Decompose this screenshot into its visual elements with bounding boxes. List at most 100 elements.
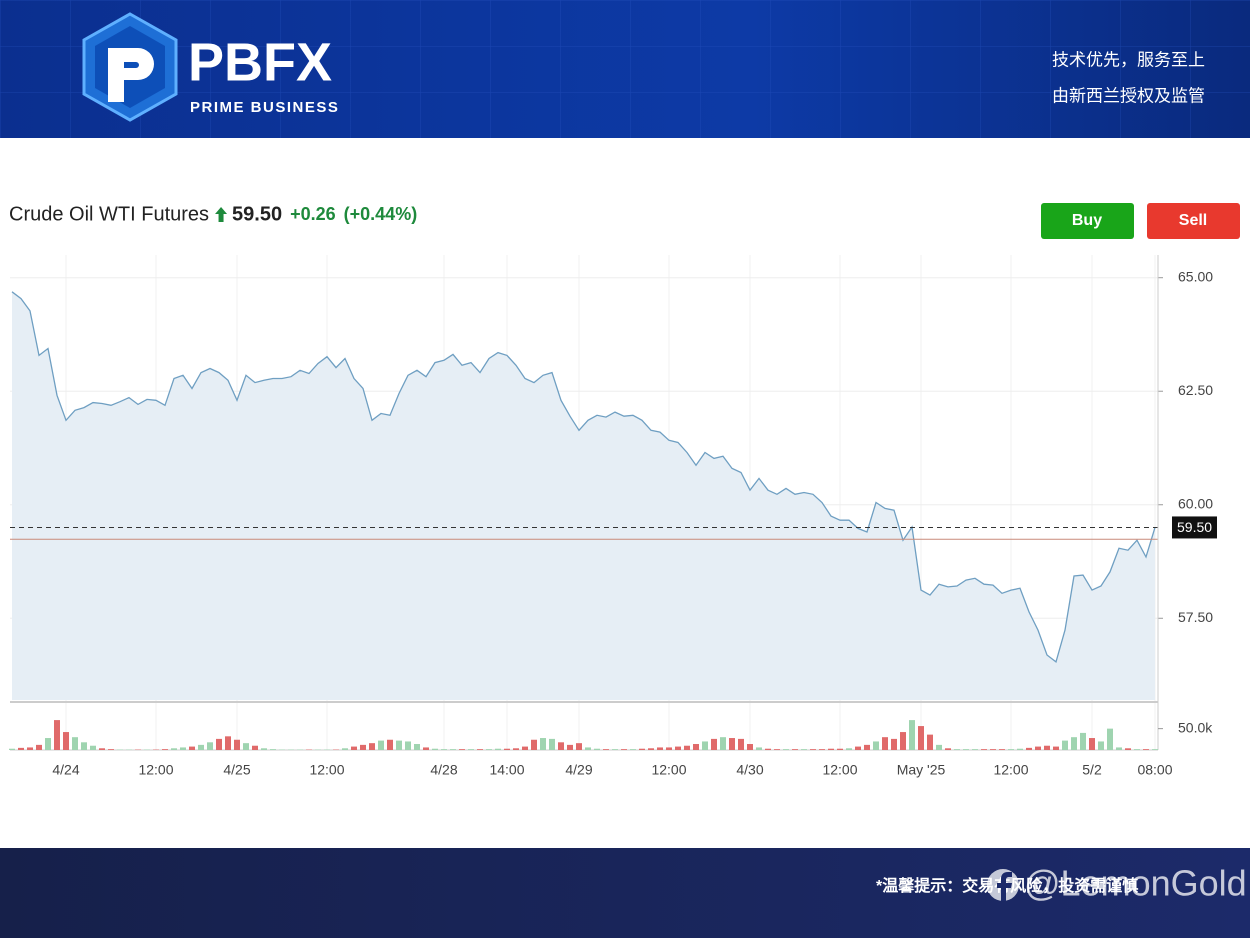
volume-bar [1026,747,1032,750]
volume-bar [576,743,582,750]
volume-bar [504,748,510,750]
volume-bar [18,747,24,750]
y-tick-label: 62.50 [1178,382,1213,398]
header-pattern [0,0,1250,138]
watermark-icon [987,869,1019,901]
volume-bar [918,726,924,750]
x-tick-label: 12:00 [822,762,857,778]
volume-bar [1116,747,1122,750]
volume-bar [963,749,969,750]
volume-bar [1125,748,1131,750]
volume-bar [36,744,42,750]
volume-bar [270,749,276,750]
volume-bar [1134,749,1140,750]
volume-bar [711,738,717,750]
watermark: @LemonGold [1024,863,1247,904]
volume-bar [189,746,195,750]
volume-bar [1017,748,1023,750]
price-line [11,291,1156,663]
slogan: 技术优先，服务至上 [1052,50,1205,69]
x-tick-label: 4/29 [565,762,592,778]
x-tick-label: 12:00 [138,762,173,778]
volume-bar [1089,738,1095,750]
volume-bar [423,747,429,750]
x-tick-label: 4/25 [223,762,250,778]
volume-bar [603,749,609,750]
logo-text: PBFX [188,32,332,92]
price-change-percent: (+0.44%) [344,204,418,224]
volume-bar [378,740,384,750]
volume-bar [1035,746,1041,750]
volume-bar [522,746,528,750]
volume-bar [1080,732,1086,750]
buy-button-bg[interactable] [1041,203,1134,239]
volume-bar [864,744,870,750]
volume-bar [243,743,249,750]
plot: 4/24 12:00 4/25 12:00 4/28 14:00 4/29 12:00 4/30… [9,255,1217,778]
volume-bar [90,745,96,750]
volume-tick-label: 50.0k [1178,719,1213,735]
volume-bar [171,748,177,750]
volume-bar [54,720,60,750]
volume-bar [477,749,483,750]
volume-bar [594,748,600,750]
volume-bar [72,737,78,750]
price-change: +0.26 [290,204,336,224]
volume-bar [468,749,474,750]
volume-bar [981,749,987,750]
sell-label[interactable]: Sell [1179,212,1207,229]
volume-bar [621,749,627,750]
y-tick-label: 60.00 [1178,495,1213,511]
volume-bar [99,748,105,750]
volume-bar [531,739,537,750]
volume-bar [567,744,573,750]
volume-bar [387,739,393,750]
volume-bar [774,749,780,750]
volume-bar [108,749,114,750]
volume-bar [459,749,465,750]
sell-button[interactable]: Sell [1147,203,1240,239]
volume-bar [900,732,906,750]
volume-bar [252,745,258,750]
volume-bar [63,732,69,750]
volume-bar [405,741,411,750]
volume-bar [747,744,753,750]
volume-bar [684,745,690,750]
volume-bar [198,744,204,750]
volume-bar [612,749,618,750]
volume-bar [891,738,897,750]
volume-bar [1053,746,1059,750]
volume-bar [396,740,402,750]
last-price: 59.50 [232,203,282,225]
buy-button[interactable]: Buy [1041,203,1134,239]
buy-label[interactable]: Buy [1072,212,1102,229]
x-tick-label: 5/2 [1082,762,1102,778]
volume-bar [360,744,366,750]
volume-bar [261,748,267,750]
volume-bar [855,746,861,750]
volume-bar [207,742,213,750]
volume-bar [720,737,726,750]
volume-bar [729,738,735,750]
x-tick-label: 14:00 [489,762,524,778]
y-tick-label: 57.50 [1178,609,1213,625]
x-tick-label: 12:00 [309,762,344,778]
volume-bar [846,748,852,750]
volume-bar [783,749,789,750]
volume-bar [738,738,744,750]
volume-bar [990,749,996,750]
chart-title: Crude Oil WTI Futures [9,203,209,225]
volume-bar [1062,740,1068,750]
volume-bar [1098,741,1104,750]
volume-bar [1008,749,1014,750]
volume-bar [657,747,663,750]
sell-button-bg[interactable] [1147,203,1240,239]
volume-bar [909,720,915,750]
volume-bar [837,748,843,750]
x-tick-label: 4/28 [430,762,457,778]
volume-bar [81,742,87,750]
x-tick-label: 12:00 [993,762,1028,778]
volume-bar [180,747,186,750]
